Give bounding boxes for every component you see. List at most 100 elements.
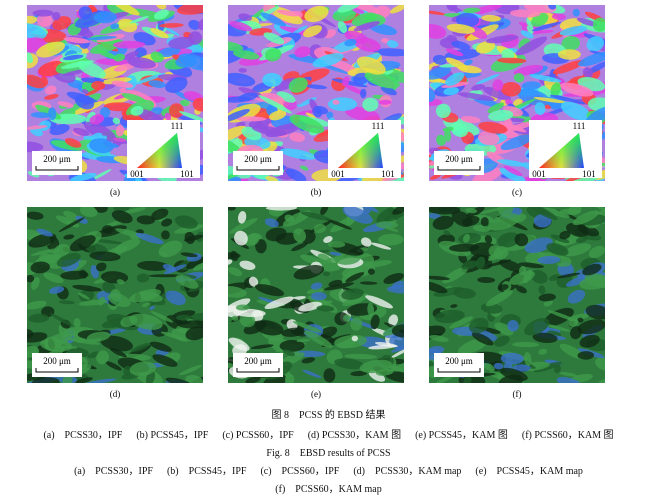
- grain: [228, 286, 247, 298]
- grain: [343, 84, 366, 95]
- grain: [100, 335, 133, 352]
- grain: [463, 375, 472, 383]
- scale-bar-label: 200 μm: [43, 154, 71, 164]
- grain: [259, 92, 285, 106]
- grain: [432, 54, 447, 65]
- grain: [91, 169, 112, 181]
- grain: [512, 341, 540, 348]
- grain: [154, 9, 169, 20]
- grain: [480, 217, 489, 227]
- grain: [193, 262, 203, 271]
- grain: [429, 345, 445, 354]
- grain: [534, 102, 546, 116]
- grain: [251, 125, 287, 136]
- grain: [63, 210, 79, 221]
- grain: [477, 276, 496, 284]
- caption-item: (d) PCSS30，KAM map: [353, 466, 462, 477]
- grain: [228, 267, 243, 277]
- ipf-triangle-top: [338, 133, 383, 168]
- grain: [31, 377, 60, 383]
- grain: [295, 109, 318, 116]
- grain: [356, 56, 386, 75]
- legend-001: 001: [130, 169, 144, 179]
- grain: [27, 300, 47, 310]
- grain: [497, 159, 526, 167]
- grain: [429, 24, 447, 39]
- grain: [276, 91, 296, 103]
- grain: [164, 112, 172, 121]
- grain: [265, 176, 279, 181]
- ebsd-panel: 200 μm: [429, 207, 605, 383]
- grain: [247, 232, 260, 245]
- caption-item: (f) PCSS60，KAM 图: [521, 430, 614, 441]
- grain: [323, 282, 355, 291]
- grain: [513, 73, 525, 83]
- grain: [443, 230, 451, 236]
- grain: [113, 63, 136, 72]
- grain: [264, 48, 282, 62]
- grain: [463, 7, 481, 14]
- grain: [165, 290, 186, 306]
- grain: [285, 168, 307, 181]
- grain: [323, 368, 336, 383]
- grain: [429, 87, 436, 102]
- grain: [27, 15, 38, 25]
- grain: [158, 240, 183, 258]
- grain: [471, 332, 494, 346]
- grain: [429, 207, 461, 215]
- grain: [110, 23, 120, 30]
- grain: [148, 80, 167, 88]
- grain: [552, 59, 586, 75]
- scale-bar: [437, 166, 481, 171]
- grain: [498, 374, 524, 383]
- grain: [149, 341, 172, 352]
- grain: [127, 57, 156, 69]
- grain: [234, 230, 248, 246]
- grain: [185, 374, 203, 383]
- grain: [96, 49, 117, 60]
- grain: [63, 234, 75, 240]
- grain: [151, 208, 169, 221]
- grain: [262, 72, 282, 87]
- grain: [303, 25, 322, 38]
- scale-bar-box: [434, 353, 484, 377]
- grain: [63, 37, 90, 44]
- legend-111: 111: [573, 121, 586, 131]
- grain: [27, 274, 35, 283]
- grain: [492, 79, 504, 92]
- grain: [391, 280, 404, 290]
- grain: [468, 317, 489, 334]
- grain: [429, 98, 443, 107]
- grain: [353, 21, 380, 32]
- grain: [237, 211, 247, 224]
- grain: [121, 93, 146, 103]
- grain: [148, 274, 182, 278]
- caption-en-last: (f) PCSS60，KAM map: [275, 484, 382, 495]
- grain: [526, 21, 534, 35]
- grain: [476, 256, 486, 270]
- grain: [493, 5, 520, 15]
- grain: [62, 375, 73, 383]
- grain: [350, 370, 368, 377]
- grain: [537, 255, 561, 264]
- caption-en-items: (a) PCSS30，IPF (b) PCSS45，IPF (c) PCSS60，I…: [0, 462, 657, 477]
- grain: [63, 69, 87, 76]
- caption-item: (a) PCSS30，IPF: [43, 430, 123, 441]
- grain: [228, 362, 234, 369]
- grain: [248, 276, 259, 287]
- grain: [530, 269, 548, 284]
- grain: [332, 9, 356, 22]
- panel-label: (c): [512, 187, 522, 197]
- grain: [231, 315, 239, 321]
- grain: [305, 112, 316, 119]
- grain: [582, 67, 593, 79]
- grain: [577, 224, 600, 237]
- grain: [165, 77, 188, 93]
- grain: [334, 334, 367, 349]
- grain: [577, 51, 605, 67]
- grain: [595, 357, 605, 371]
- grain: [448, 243, 480, 252]
- grain: [316, 305, 335, 312]
- grain: [263, 32, 285, 45]
